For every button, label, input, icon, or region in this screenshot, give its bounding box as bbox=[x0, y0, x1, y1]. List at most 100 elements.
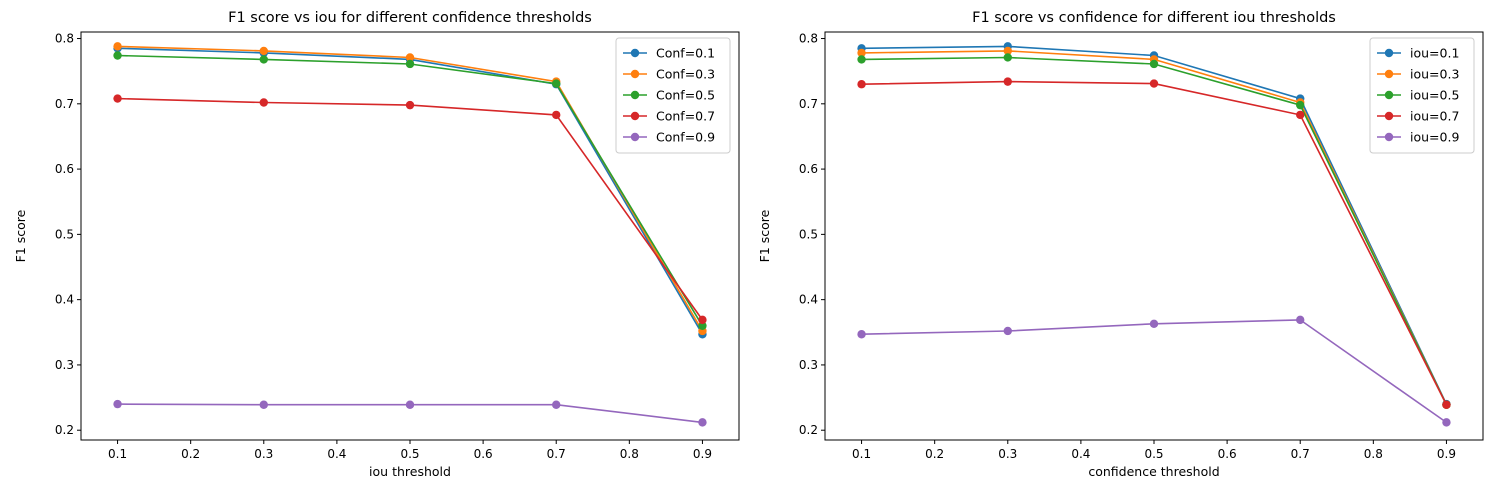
data-point bbox=[113, 42, 122, 51]
data-point bbox=[259, 55, 268, 64]
legend-entry-label: Conf=0.7 bbox=[656, 109, 715, 124]
data-point bbox=[698, 321, 707, 330]
legend-entry-label: iou=0.5 bbox=[1410, 88, 1459, 103]
data-point bbox=[1149, 59, 1159, 69]
data-point bbox=[405, 400, 415, 409]
x-tick-label: 0.2 bbox=[925, 447, 944, 461]
data-point bbox=[1442, 400, 1451, 409]
data-point bbox=[405, 100, 415, 110]
legend-swatch-marker bbox=[1384, 132, 1394, 142]
legend-swatch-marker bbox=[630, 90, 640, 100]
data-point bbox=[1296, 100, 1305, 110]
data-point bbox=[1442, 418, 1451, 427]
series-line-5 bbox=[861, 319, 1447, 424]
data-point bbox=[1003, 326, 1012, 336]
chart-title: F1 score vs confidence for different iou… bbox=[972, 10, 1336, 26]
legend-swatch-marker bbox=[1384, 111, 1394, 121]
x-tick-label: 0.1 bbox=[108, 447, 127, 461]
data-point bbox=[1003, 53, 1012, 62]
x-tick-label: 0.5 bbox=[400, 447, 419, 461]
data-point bbox=[113, 94, 122, 103]
x-tick-label: 0.6 bbox=[474, 447, 493, 461]
series-line-1 bbox=[117, 47, 704, 335]
data-point bbox=[1149, 319, 1159, 329]
data-point bbox=[857, 80, 866, 89]
series-line-2 bbox=[861, 50, 1448, 406]
legend-entry-label: Conf=0.3 bbox=[656, 67, 715, 82]
x-tick-label: 0.8 bbox=[1364, 447, 1383, 461]
y-tick-label: 0.2 bbox=[55, 423, 74, 437]
legend-swatch-marker bbox=[1384, 90, 1394, 100]
y-axis-label: F1 score bbox=[13, 209, 28, 262]
data-point bbox=[698, 418, 707, 427]
x-tick-label: 0.2 bbox=[181, 447, 200, 461]
x-tick-label: 0.3 bbox=[998, 447, 1017, 461]
legend-swatch-marker bbox=[630, 69, 640, 79]
legend: Conf=0.1 Conf=0.3 Conf=0.5 Conf=0.7 Conf=0.9 bbox=[615, 37, 731, 154]
data-point bbox=[857, 55, 866, 64]
legend-entry-label: iou=0.1 bbox=[1410, 46, 1459, 61]
y-axis-label: F1 score bbox=[757, 209, 772, 262]
data-point bbox=[1003, 77, 1012, 86]
x-tick-label: 0.3 bbox=[254, 447, 273, 461]
x-tick-label: 0.7 bbox=[1291, 447, 1310, 461]
x-axis-label: confidence threshold bbox=[1088, 464, 1219, 479]
x-tick-label: 0.5 bbox=[1144, 447, 1163, 461]
data-point bbox=[113, 51, 122, 60]
legend-entry-label: Conf=0.5 bbox=[656, 88, 715, 103]
y-tick-label: 0.5 bbox=[55, 227, 74, 241]
x-tick-label: 0.4 bbox=[1071, 447, 1090, 461]
data-point bbox=[552, 79, 561, 88]
chart-title: F1 score vs iou for different confidence… bbox=[228, 10, 592, 26]
y-tick-label: 0.6 bbox=[55, 162, 74, 176]
y-tick-label: 0.2 bbox=[799, 423, 818, 437]
data-point bbox=[259, 98, 268, 107]
legend-entry-label: iou=0.7 bbox=[1410, 109, 1459, 124]
legend-box bbox=[1369, 37, 1475, 154]
legend-entry-label: iou=0.9 bbox=[1410, 130, 1459, 145]
y-tick-label: 0.4 bbox=[799, 293, 818, 307]
legend-swatch-marker bbox=[630, 132, 640, 142]
y-tick-label: 0.7 bbox=[799, 97, 818, 111]
legend: iou=0.1 iou=0.3 iou=0.5 iou=0.7 iou=0.9 bbox=[1369, 37, 1475, 154]
y-tick-label: 0.8 bbox=[55, 32, 74, 46]
y-tick-label: 0.6 bbox=[799, 162, 818, 176]
series-line-3 bbox=[117, 54, 704, 327]
data-point bbox=[405, 53, 415, 62]
data-point bbox=[552, 110, 561, 120]
y-tick-label: 0.4 bbox=[55, 293, 74, 307]
data-point bbox=[552, 400, 561, 409]
data-point bbox=[1149, 79, 1159, 88]
data-point bbox=[698, 315, 707, 325]
legend-entry-label: Conf=0.9 bbox=[656, 130, 715, 145]
data-point bbox=[259, 400, 268, 409]
y-tick-label: 0.3 bbox=[55, 358, 74, 372]
legend-swatch-marker bbox=[1384, 48, 1394, 58]
data-point bbox=[1296, 315, 1305, 325]
data-point bbox=[1003, 46, 1012, 56]
y-tick-label: 0.7 bbox=[55, 97, 74, 111]
series-line-2 bbox=[117, 45, 704, 332]
legend-box bbox=[615, 37, 731, 154]
y-tick-label: 0.8 bbox=[799, 32, 818, 46]
x-tick-label: 0.7 bbox=[547, 447, 566, 461]
y-tick-label: 0.5 bbox=[799, 227, 818, 241]
data-point bbox=[113, 399, 122, 409]
legend-swatch-marker bbox=[630, 48, 640, 58]
data-point bbox=[857, 48, 866, 58]
chart-panel-2: F1 score vs confidence for different iou… bbox=[757, 10, 1484, 479]
x-tick-label: 0.6 bbox=[1218, 447, 1237, 461]
y-tick-label: 0.3 bbox=[799, 358, 818, 372]
data-point bbox=[857, 330, 866, 339]
legend-swatch-marker bbox=[630, 111, 640, 121]
x-tick-label: 0.8 bbox=[620, 447, 639, 461]
series-line-4 bbox=[117, 97, 704, 321]
x-tick-label: 0.9 bbox=[693, 447, 712, 461]
data-point bbox=[1296, 110, 1305, 120]
legend-swatch-marker bbox=[1384, 69, 1394, 79]
legend-entry-label: iou=0.3 bbox=[1410, 67, 1459, 82]
data-point bbox=[405, 59, 415, 69]
x-tick-label: 0.1 bbox=[852, 447, 871, 461]
